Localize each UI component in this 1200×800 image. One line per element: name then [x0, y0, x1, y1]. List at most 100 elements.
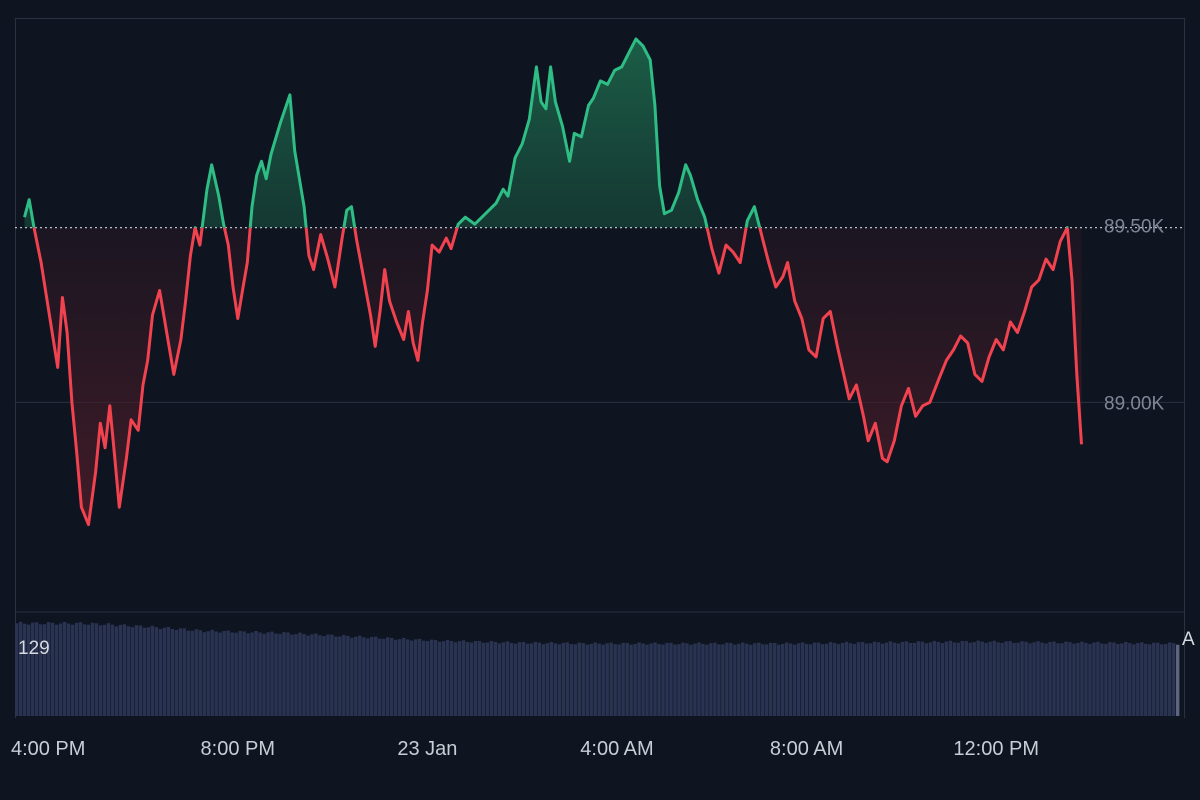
volume-bar	[234, 632, 238, 716]
volume-bar	[912, 643, 917, 716]
volume-bar	[737, 643, 741, 716]
volume-bar	[82, 624, 87, 716]
volume-bar	[641, 643, 645, 716]
volume-bar	[697, 642, 701, 716]
volume-bar	[134, 625, 139, 716]
volume-bar	[557, 644, 561, 716]
volume-bar	[378, 638, 382, 716]
volume-bar	[162, 627, 167, 716]
volume-bar	[832, 642, 837, 716]
volume-bar	[358, 635, 362, 716]
volume-bar	[1060, 643, 1064, 716]
volume-bar	[214, 631, 218, 716]
volume-bar	[405, 639, 410, 716]
volume-bar	[816, 642, 821, 716]
volume-bar	[246, 633, 250, 716]
volume-bar	[78, 622, 83, 716]
volume-bar	[597, 643, 601, 716]
volume-bar	[1168, 642, 1172, 716]
volume-bar	[820, 644, 825, 716]
volume-bar	[904, 641, 909, 716]
volume-bar	[118, 624, 123, 716]
volume-bar	[549, 642, 554, 716]
volume-bar	[15, 623, 19, 716]
volume-bar	[812, 642, 817, 716]
volume-bar	[936, 642, 941, 716]
volume-bar	[665, 642, 669, 716]
volume-bar	[154, 627, 159, 716]
volume-bar	[761, 644, 765, 716]
volume-bar	[110, 624, 115, 716]
y-tick-label: 89.50K	[1104, 217, 1165, 238]
volume-bar	[972, 642, 976, 716]
volume-bar	[725, 642, 729, 716]
volume-bar	[681, 642, 685, 716]
volume-bar	[685, 643, 689, 716]
volume-bar	[673, 644, 677, 716]
volume-bar	[74, 622, 79, 716]
x-tick-label: 4:00 AM	[580, 738, 653, 760]
volume-bar	[1084, 642, 1088, 716]
volume-bar	[198, 630, 202, 716]
volume-bar	[581, 643, 585, 716]
volume-bar	[537, 642, 542, 716]
volume-bar	[166, 626, 170, 716]
volume-bar	[310, 634, 314, 716]
volume-bar	[1108, 642, 1112, 716]
volume-bar	[721, 644, 725, 716]
volume-bar	[577, 642, 581, 716]
volume-bar	[70, 624, 75, 716]
volume-bar	[868, 643, 873, 716]
volume-bar	[218, 632, 222, 716]
volume-bar	[366, 638, 370, 716]
volume-bar	[262, 633, 266, 716]
volume-bar	[445, 639, 450, 716]
volume-bar	[533, 641, 538, 716]
chart-top-border	[15, 18, 1185, 19]
volume-bar	[386, 637, 390, 716]
volume-bar	[828, 642, 833, 716]
volume-bar	[952, 642, 956, 716]
volume-bar	[46, 622, 51, 716]
volume-bar	[964, 641, 968, 716]
volume-bars	[15, 621, 1180, 716]
volume-bar	[940, 643, 945, 716]
volume-bar	[190, 630, 194, 716]
volume-bar	[1036, 641, 1040, 716]
volume-bar	[194, 629, 198, 716]
volume-bar	[441, 641, 446, 716]
volume-bar	[513, 643, 518, 716]
volume-value-label: 129	[18, 638, 50, 659]
volume-bar	[1012, 642, 1016, 716]
volume-bar	[437, 641, 442, 716]
volume-bar	[517, 642, 522, 716]
volume-bar	[661, 644, 665, 716]
volume-bar	[178, 628, 182, 716]
volume-bar	[126, 626, 131, 716]
volume-bar	[1004, 641, 1008, 716]
volume-bar	[541, 644, 546, 716]
volume-bar	[733, 644, 737, 716]
volume-bar	[948, 640, 952, 716]
volume-bar	[230, 632, 234, 716]
volume-bar	[789, 643, 793, 716]
volume-bar	[330, 634, 334, 716]
volume-bar	[473, 641, 478, 716]
volume-bar	[1176, 644, 1180, 716]
volume-bar	[521, 641, 526, 716]
volume-bar	[509, 642, 514, 716]
volume-bar	[362, 637, 366, 716]
volume-bar	[745, 643, 749, 716]
volume-bar	[266, 632, 270, 716]
volume-bar	[976, 640, 980, 716]
volume-bar	[1028, 643, 1032, 716]
volume-bar	[1080, 641, 1084, 716]
volume-bar	[649, 643, 653, 716]
volume-bar	[318, 635, 322, 716]
volume-bar	[1132, 644, 1136, 716]
volume-bar	[334, 636, 338, 716]
volume-bar	[270, 631, 274, 716]
volume-bar	[860, 641, 865, 716]
volume-bar	[238, 630, 242, 716]
